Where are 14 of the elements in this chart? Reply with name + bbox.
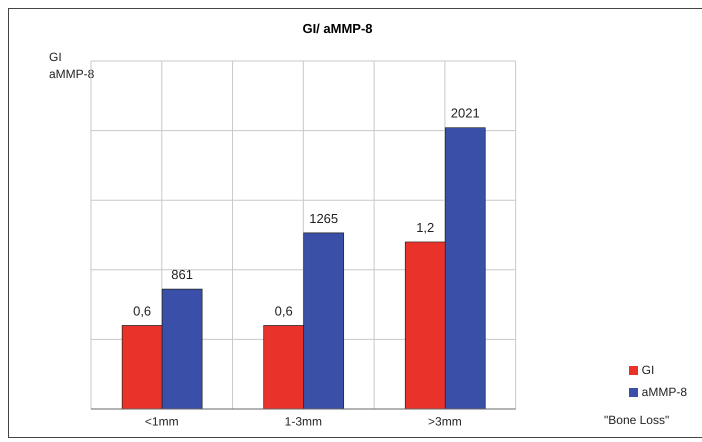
data-label: 0,6 xyxy=(274,303,293,318)
legend-label: aMMP-8 xyxy=(642,385,687,399)
data-label: 0,6 xyxy=(133,303,152,318)
x-tick-label: <1mm xyxy=(144,414,179,429)
chart-title: GI/ aMMP-8 xyxy=(301,21,374,36)
legend-label: GI xyxy=(642,363,654,377)
data-label: 1265 xyxy=(309,210,338,226)
data-label: 861 xyxy=(171,267,193,282)
text: "Bone Loss" xyxy=(604,413,670,427)
y-axis-title: GI aMMP-8 xyxy=(49,49,94,83)
data-label: 1,2 xyxy=(416,220,434,235)
x-tick-label: >3mm xyxy=(428,414,462,429)
x-tick-label: 1-3mm xyxy=(284,414,322,429)
data-label: 2021 xyxy=(450,106,480,121)
